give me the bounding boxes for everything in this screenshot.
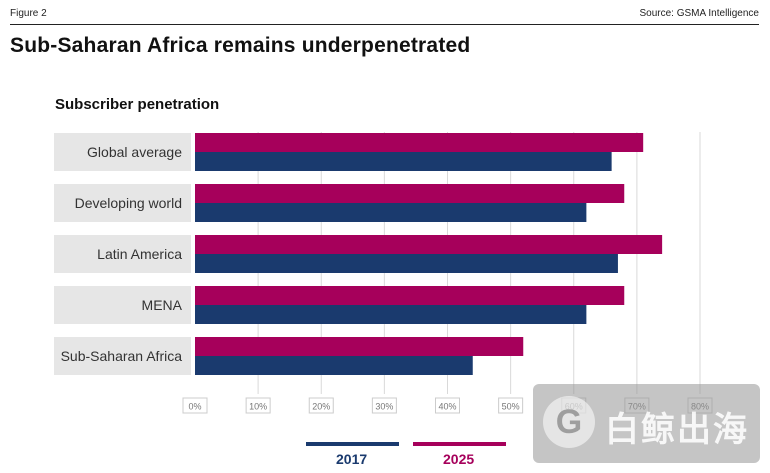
watermark: G 白鲸出海 (533, 384, 760, 463)
watermark-text: 白鲸出海 (605, 411, 749, 449)
tick-label-box (435, 397, 460, 414)
category-label: Sub-Saharan Africa (54, 337, 191, 375)
tick-label: 0% (188, 402, 201, 412)
category-label: Developing world (54, 184, 191, 222)
legend-swatch-2025 (413, 442, 506, 446)
figure-label: Figure 2 (10, 8, 47, 19)
legend-swatch-2017 (306, 442, 399, 446)
tick-label-box (498, 397, 524, 414)
tick-label: 10% (249, 402, 267, 412)
bar-2017 (195, 356, 473, 375)
watermark-logo-letter: G (555, 403, 583, 441)
page-title: Sub-Saharan Africa remains underpenetrat… (10, 34, 471, 57)
tick-label-box (182, 397, 208, 414)
bar-2025 (195, 133, 644, 152)
chart-title: Subscriber penetration (55, 96, 220, 113)
bar-2025 (195, 286, 625, 305)
bar-2025 (195, 184, 625, 203)
source-label: Source: GSMA Intelligence (639, 8, 759, 19)
header-bar: Figure 2 Source: GSMA Intelligence (10, 6, 759, 25)
bar-layer (195, 133, 663, 375)
category-label: MENA (54, 286, 191, 324)
bar-2017 (195, 203, 587, 222)
tick-label-box (245, 397, 271, 414)
category-label: Latin America (54, 235, 191, 273)
legend-label-2025: 2025 (443, 451, 475, 467)
tick-label: 20% (312, 402, 330, 412)
bar-2017 (195, 305, 587, 324)
tick-label: 30% (375, 402, 393, 412)
category-label: Global average (54, 133, 191, 171)
bar-2017 (195, 152, 612, 171)
bar-2025 (195, 337, 524, 356)
watermark-logo: G (543, 396, 595, 448)
legend-label-2017: 2017 (336, 451, 368, 467)
bar-2017 (195, 254, 618, 273)
tick-label-box (308, 397, 334, 414)
tick-label-box (371, 397, 397, 414)
tick-label: 40% (438, 402, 456, 412)
tick-label: 50% (502, 402, 520, 412)
bar-2025 (195, 235, 663, 254)
